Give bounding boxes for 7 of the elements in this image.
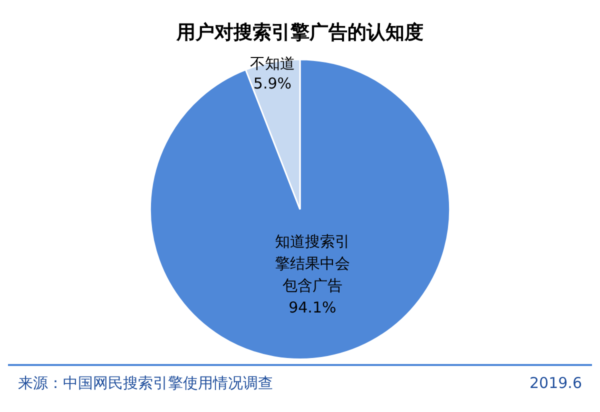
source-note: 来源：中国网民搜索引擎使用情况调查 bbox=[18, 374, 273, 393]
chart-title: 用户对搜索引擎广告的认知度 bbox=[176, 21, 424, 44]
data-label: 5.9% bbox=[253, 74, 292, 92]
text: 2019.6 bbox=[530, 374, 582, 393]
slice-label: 知道搜索引擎结果中会包含广告 bbox=[274, 232, 350, 295]
slice-label: 不知道 bbox=[250, 54, 295, 72]
data-label: 94.1% bbox=[288, 298, 336, 317]
